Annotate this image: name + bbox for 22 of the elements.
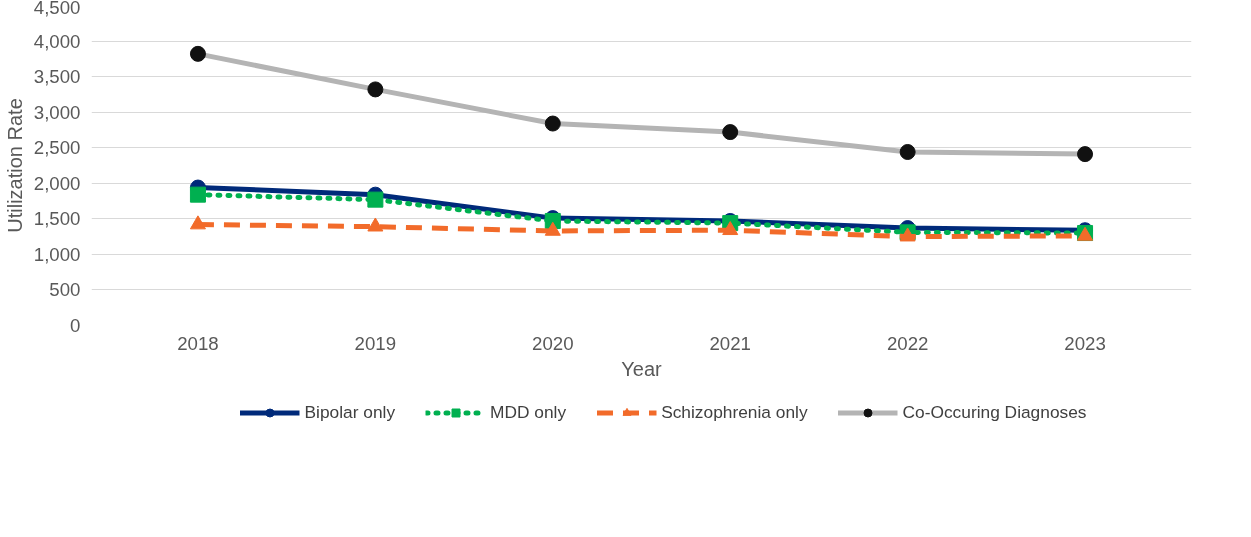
y-tick-label: 3,500 xyxy=(33,66,81,88)
x-tick-label: 2022 xyxy=(886,332,929,354)
y-axis-title: Utilization Rate xyxy=(3,98,26,233)
y-tick-label: 500 xyxy=(49,279,81,301)
y-tick-label: 3,000 xyxy=(33,101,81,123)
x-tick-label: 2018 xyxy=(177,332,219,354)
legend-label: Schizophrenia only xyxy=(661,401,808,423)
y-tick-label: 1,500 xyxy=(33,208,81,230)
y-tick-label: 1,000 xyxy=(33,243,81,265)
legend-label: Co-Occuring Diagnoses xyxy=(902,401,1087,423)
x-tick-label: 2023 xyxy=(1064,332,1106,354)
y-tick-label: 0 xyxy=(70,315,81,336)
y-tick-label: 4,500 xyxy=(33,0,81,18)
y-tick-label: 2,500 xyxy=(33,137,81,159)
x-tick-label: 2019 xyxy=(354,332,397,354)
x-tick-label: 2020 xyxy=(532,332,574,354)
x-axis-title: Year xyxy=(621,357,663,380)
legend-label: Bipolar only xyxy=(304,401,396,423)
y-tick-label: 4,000 xyxy=(33,30,81,52)
y-tick-label: 2,000 xyxy=(33,172,81,194)
legend-label: MDD only xyxy=(490,401,567,423)
x-tick-label: 2021 xyxy=(709,332,751,354)
